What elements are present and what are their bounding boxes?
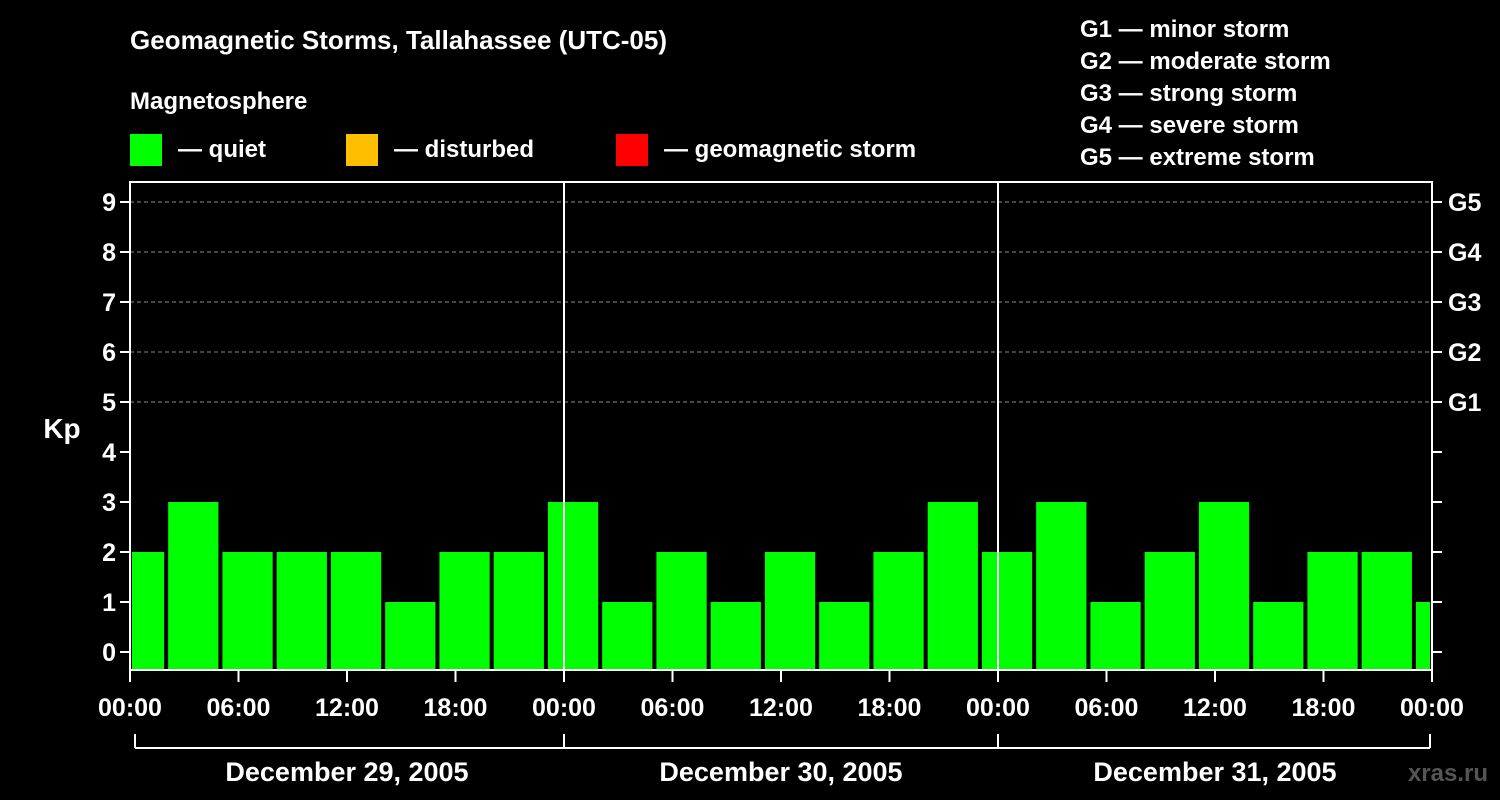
date-label: December 29, 2005 xyxy=(225,757,468,787)
kp-bar xyxy=(764,552,816,670)
bars xyxy=(132,502,1430,670)
storm-level-label: G1 xyxy=(1448,389,1481,417)
legend-title: Magnetosphere xyxy=(130,88,307,115)
day-separators xyxy=(563,182,999,670)
y-tick-label: 9 xyxy=(102,189,116,217)
kp-bar xyxy=(222,552,273,670)
date-label: December 30, 2005 xyxy=(659,757,902,787)
kp-bar xyxy=(1090,602,1141,670)
kp-bar xyxy=(547,502,599,670)
kp-bar xyxy=(1253,602,1304,670)
y-tick-label: 0 xyxy=(102,639,116,667)
x-axis-ticks: 00:00 06:00 12:00 18:00 00:00 06:00 12:00 18:00… xyxy=(98,670,1464,722)
kp-bar xyxy=(710,602,761,670)
x-tick-label: 18:00 xyxy=(424,694,488,722)
x-tick-label: 06:00 xyxy=(1075,694,1139,722)
y-tick-label: 8 xyxy=(102,239,116,267)
x-tick-label: 06:00 xyxy=(207,694,271,722)
x-tick-label: 00:00 xyxy=(1400,694,1464,722)
x-tick-label: 12:00 xyxy=(749,694,813,722)
y-axis-label: Kp xyxy=(43,413,80,444)
storm-level-label: G4 xyxy=(1448,239,1481,267)
date-axis: December 29, 2005 December 30, 2005 Decemb… xyxy=(134,734,1431,787)
kp-bar xyxy=(1415,602,1430,670)
kp-bar xyxy=(132,552,165,670)
x-tick-label: 06:00 xyxy=(641,694,705,722)
y-tick-label: 2 xyxy=(102,539,116,567)
scale-legend-g1: G1 — minor storm xyxy=(1080,16,1289,43)
y-tick-label: 1 xyxy=(102,589,116,617)
storm-level-axis: G1 G2 G3 G4 G5 xyxy=(1448,189,1481,417)
y-tick-label: 7 xyxy=(102,289,116,317)
kp-bar xyxy=(1361,552,1412,670)
x-tick-label: 18:00 xyxy=(858,694,922,722)
kp-bar xyxy=(819,602,870,670)
storm-level-label: G5 xyxy=(1448,189,1481,217)
y-tick-label: 6 xyxy=(102,339,116,367)
legend-label-storm: — geomagnetic storm xyxy=(664,136,916,163)
x-tick-label: 18:00 xyxy=(1292,694,1356,722)
scale-legend-g5: G5 — extreme storm xyxy=(1080,144,1315,171)
legend-disturbed: — disturbed xyxy=(346,134,534,166)
kp-bar xyxy=(1036,502,1087,670)
legend-label-disturbed: — disturbed xyxy=(394,136,534,163)
grid-lines xyxy=(130,201,1432,403)
x-tick-label: 00:00 xyxy=(98,694,162,722)
kp-bar xyxy=(1307,552,1358,670)
kp-bar xyxy=(276,552,327,670)
storm-scale-legend: G1 — minor storm G2 — moderate storm G3 … xyxy=(1080,16,1331,171)
legend-quiet: — quiet xyxy=(130,134,266,166)
x-tick-label: 12:00 xyxy=(1183,694,1247,722)
scale-legend-g2: G2 — moderate storm xyxy=(1080,48,1331,75)
x-tick-label: 00:00 xyxy=(532,694,596,722)
kp-bar xyxy=(330,552,382,670)
chart-title: Geomagnetic Storms, Tallahassee (UTC-05) xyxy=(130,25,667,55)
storm-level-label: G2 xyxy=(1448,339,1481,367)
legend-swatch-disturbed xyxy=(346,134,378,166)
watermark: xras.ru xyxy=(1408,760,1488,787)
legend-label-quiet: — quiet xyxy=(178,136,266,163)
kp-bar xyxy=(168,502,219,670)
legend-storm: — geomagnetic storm xyxy=(616,134,916,166)
kp-bar xyxy=(873,552,924,670)
scale-legend-g3: G3 — strong storm xyxy=(1080,80,1297,107)
x-tick-label: 12:00 xyxy=(315,694,379,722)
scale-legend-g4: G4 — severe storm xyxy=(1080,112,1299,139)
kp-bar xyxy=(1198,502,1250,670)
x-tick-label: 00:00 xyxy=(966,694,1030,722)
kp-bar xyxy=(927,502,978,670)
y-tick-label: 3 xyxy=(102,489,116,517)
y-axis-ticks: 0 1 2 3 4 5 6 7 8 9 xyxy=(102,189,1442,667)
y-tick-label: 5 xyxy=(102,389,116,417)
kp-bar xyxy=(656,552,707,670)
kp-bar xyxy=(385,602,436,670)
kp-bar xyxy=(602,602,653,670)
kp-bar xyxy=(439,552,490,670)
kp-bar xyxy=(1144,552,1195,670)
y-tick-label: 4 xyxy=(102,439,116,467)
legend-swatch-quiet xyxy=(130,134,162,166)
kp-bar xyxy=(493,552,544,670)
date-label: December 31, 2005 xyxy=(1093,757,1336,787)
kp-bar xyxy=(981,552,1033,670)
legend-swatch-storm xyxy=(616,134,648,166)
storm-level-label: G3 xyxy=(1448,289,1481,317)
